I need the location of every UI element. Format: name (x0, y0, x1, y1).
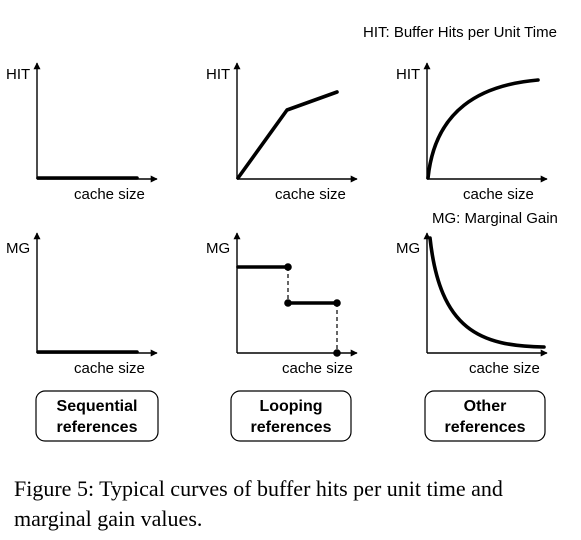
mg-definition-note: MG: Marginal Gain (432, 210, 558, 227)
sequential-references-box (35, 390, 159, 442)
mg-step-point (284, 263, 292, 271)
panel-other-hit: HIT cache size (396, 62, 548, 203)
mg-axis-label: MG (396, 240, 420, 257)
mg-step-point (284, 299, 292, 307)
hit-axis-label: HIT (396, 66, 420, 83)
cache-size-axis-label: cache size (469, 360, 540, 377)
other-references-box (424, 390, 546, 442)
mg-step-point (333, 349, 341, 357)
hit-axis-label: HIT (206, 66, 230, 83)
other-label-line2: references (445, 419, 526, 436)
looping-label-line2: references (251, 419, 332, 436)
panel-sequential-mg: MG cache size (6, 232, 158, 377)
panel-looping-hit: HIT cache size (206, 62, 358, 203)
hit-curve-piecewise-linear (236, 90, 339, 180)
mg-step-point (333, 299, 341, 307)
panel-sequential-hit: HIT cache size (6, 62, 158, 203)
cache-size-axis-label: cache size (74, 186, 145, 203)
cache-size-axis-label: cache size (74, 360, 145, 377)
sequential-label-line2: references (57, 419, 138, 436)
cache-size-axis-label: cache size (463, 186, 534, 203)
panel-other-mg: MG cache size (396, 232, 548, 377)
looping-label-line1: Looping (259, 398, 322, 415)
hit-axis-label: HIT (6, 66, 30, 83)
figure-caption: Figure 5: Typical curves of buffer hits … (14, 476, 503, 531)
mg-curve-decay (428, 236, 546, 349)
panel-looping-mg: MG cache size (206, 232, 358, 377)
hit-definition-note: HIT: Buffer Hits per Unit Time (363, 24, 557, 41)
mg-axis-label: MG (6, 240, 30, 257)
looping-references-box (230, 390, 352, 442)
cache-size-axis-label: cache size (282, 360, 353, 377)
mg-axis-label: MG (206, 240, 230, 257)
figure-diagram: HIT: Buffer Hits per Unit Time HIT cache… (6, 24, 558, 442)
sequential-label-line1: Sequential (57, 398, 138, 415)
cache-size-axis-label: cache size (275, 186, 346, 203)
hit-curve-concave (426, 78, 540, 180)
other-label-line1: Other (464, 398, 507, 415)
